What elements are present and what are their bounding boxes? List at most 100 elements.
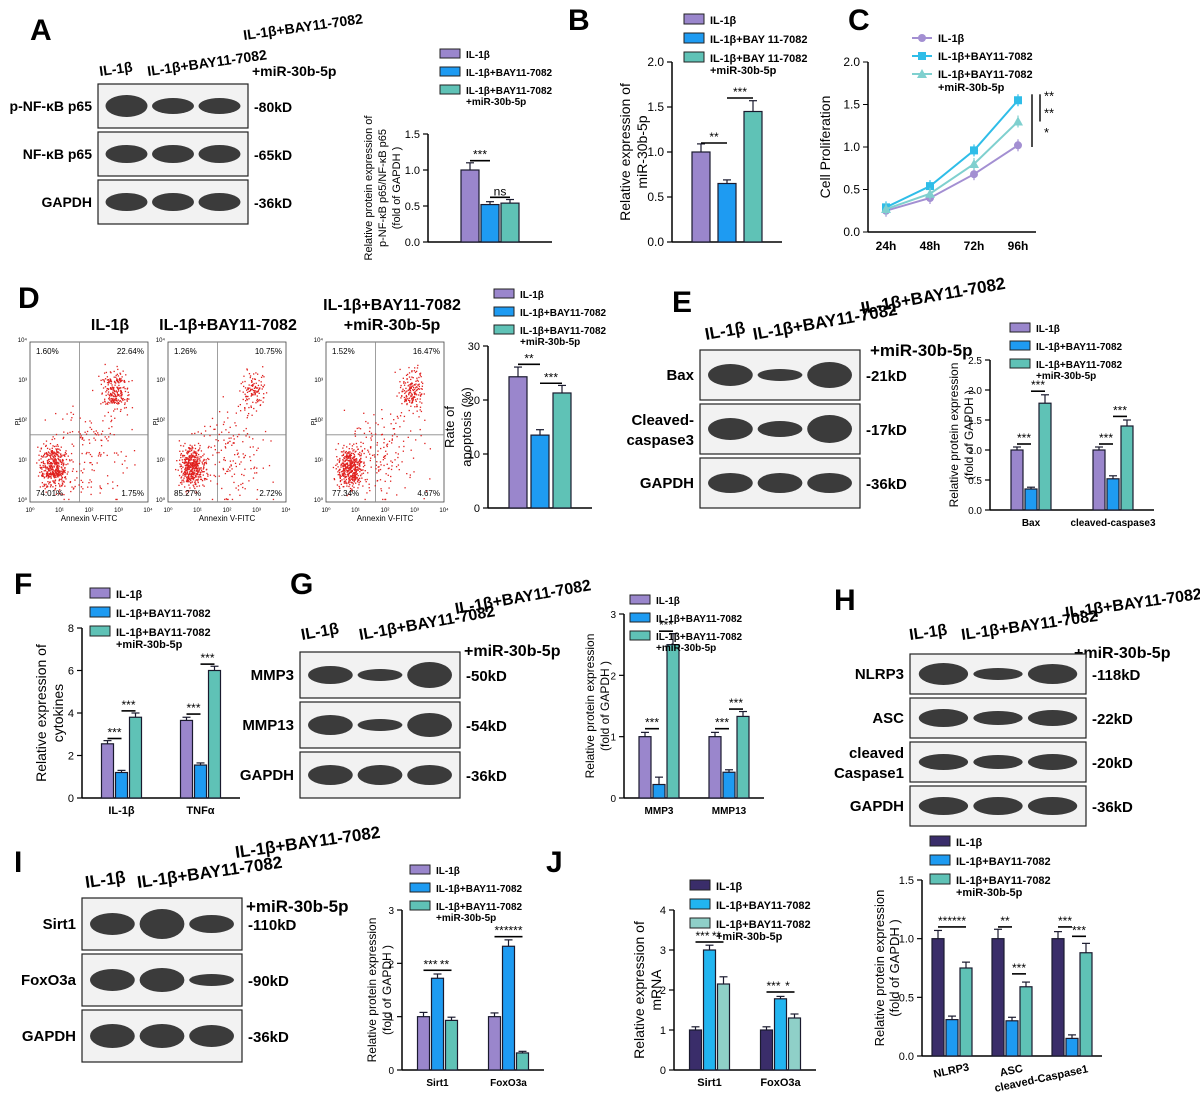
flow-event [56, 467, 58, 469]
protein-band [139, 1024, 185, 1048]
flow-event [90, 481, 93, 483]
flow-event [251, 394, 253, 396]
panel-label-B: B [568, 4, 590, 37]
flow-event [413, 391, 415, 394]
flow-tick: 10⁴ [314, 337, 324, 344]
significance-mark: *** [952, 914, 966, 928]
significance-mark: ** [1044, 105, 1054, 120]
flow-event [116, 373, 119, 376]
legend-swatch [409, 900, 431, 911]
flow-event [206, 472, 208, 475]
flow-event [41, 474, 43, 477]
flow-event [346, 494, 348, 497]
flow-event [370, 446, 372, 448]
flow-event [124, 403, 126, 406]
flow-event [340, 483, 343, 486]
flow-event [186, 476, 188, 478]
flow-event [90, 462, 92, 464]
flow-event [370, 466, 372, 468]
protein-name: MMP13 [242, 717, 294, 734]
flow-event [220, 431, 223, 433]
flow-event [192, 455, 194, 457]
flow-event [120, 389, 122, 392]
flow-event [342, 470, 344, 472]
flow-event [55, 412, 57, 415]
flow-event [337, 474, 339, 476]
flow-event [89, 479, 91, 481]
flow-event [338, 460, 341, 463]
significance-mark: *** [645, 716, 659, 730]
flow-event [53, 453, 55, 455]
flow-event [107, 379, 110, 381]
flow-event [246, 395, 248, 398]
flow-event [412, 398, 414, 400]
legend-label: IL-1β+BAY11-7082 [956, 856, 1051, 868]
flow-event [193, 464, 196, 466]
flow-event [228, 437, 230, 439]
flow-event [332, 466, 335, 469]
flow-event [260, 376, 263, 379]
flow-event [224, 447, 227, 449]
flow-event [203, 471, 205, 473]
legend-label: IL-1β [116, 589, 143, 601]
flow-event [254, 385, 257, 388]
flow-event [341, 473, 343, 475]
flow-event [101, 430, 104, 432]
significance-mark: * [785, 979, 790, 993]
flow-event [54, 469, 57, 471]
y-tick-label: 2 [68, 751, 74, 763]
flow-event [418, 388, 420, 390]
flow-event [49, 455, 52, 457]
flow-event [187, 465, 190, 468]
flow-event [407, 436, 409, 439]
flow-event [351, 481, 353, 484]
flow-event [346, 455, 348, 457]
flow-event [50, 462, 53, 464]
protein-band [357, 719, 403, 731]
bar [787, 1017, 802, 1071]
flow-event [348, 482, 350, 484]
flow-event [343, 465, 345, 467]
flow-event [365, 481, 367, 483]
flow-event [185, 464, 187, 466]
flow-event [55, 445, 57, 447]
flow-event [354, 432, 356, 435]
flow-event [69, 431, 71, 434]
flow-event [218, 475, 220, 477]
flow-event [122, 370, 124, 372]
flow-event [58, 465, 60, 467]
flow-event [349, 455, 351, 457]
flow-event [233, 473, 236, 475]
flow-event [106, 376, 109, 378]
flow-event [362, 442, 364, 445]
flow-event [43, 456, 45, 458]
y-tick-label: 2.5 [968, 356, 982, 367]
flow-event [45, 440, 48, 442]
flow-event [47, 477, 49, 479]
flow-event [126, 388, 128, 390]
flow-event [420, 410, 423, 413]
flow-event [61, 471, 64, 473]
flow-event [243, 456, 245, 459]
legend-label: IL-1β+BAY11-7082 [656, 614, 743, 625]
flow-event [186, 473, 189, 475]
flow-event [43, 470, 45, 472]
flow-title: IL-1β [91, 317, 129, 334]
protein-band [308, 715, 353, 735]
flow-event [251, 378, 254, 380]
y-tick-label: 0 [388, 1066, 394, 1077]
flow-event [103, 372, 106, 374]
flow-event [189, 479, 191, 481]
flow-event [413, 392, 416, 395]
flow-event [109, 387, 112, 390]
y-axis-label: Relative protein expression [365, 918, 379, 1063]
flow-event [54, 462, 56, 464]
legend-label: IL-1β+BAY11-7082 [656, 632, 743, 643]
flow-event [103, 452, 105, 454]
flow-event [347, 473, 349, 475]
flow-tick: 10¹ [314, 458, 323, 464]
flow-event [184, 471, 186, 473]
flow-event [179, 465, 181, 468]
flow-event [62, 437, 64, 439]
y-tick-label: 1.5 [968, 416, 982, 427]
